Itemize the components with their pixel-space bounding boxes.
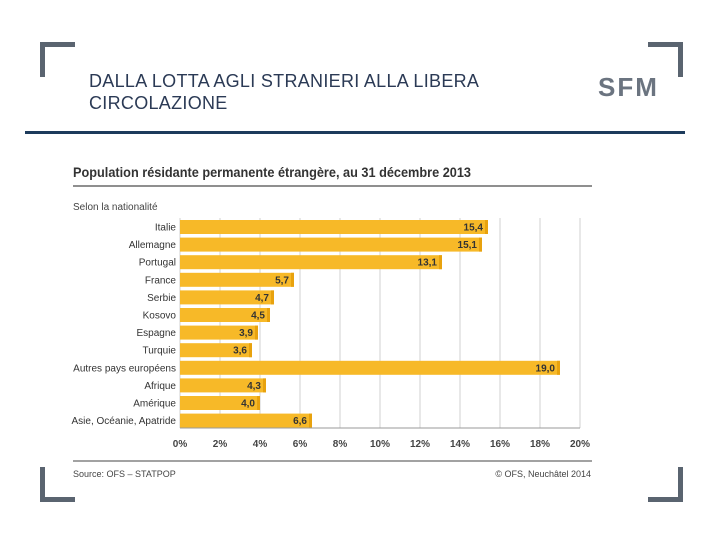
bar <box>180 272 294 287</box>
bar-end-cap <box>291 272 294 287</box>
frame-corner-top-left <box>40 42 75 77</box>
category-label: Turquie <box>142 346 176 357</box>
category-label: Kosovo <box>143 311 177 322</box>
bar-value-label: 4,3 <box>247 381 261 392</box>
bar-value-label: 15,1 <box>458 240 478 251</box>
bar-end-cap <box>309 413 312 428</box>
bar-value-label: 4,0 <box>241 399 255 410</box>
frame-corner-bottom-right <box>648 467 683 502</box>
x-tick-label: 4% <box>253 439 268 450</box>
x-tick-label: 8% <box>333 439 348 450</box>
category-label: Asie, Océanie, Apatride <box>71 416 176 427</box>
bar <box>180 255 442 270</box>
chart-source: Source: OFS – STATPOP <box>73 469 176 479</box>
bar-end-cap <box>255 325 258 340</box>
category-label: Portugal <box>139 258 176 269</box>
bar <box>180 360 560 375</box>
bar <box>180 308 270 322</box>
x-tick-label: 12% <box>410 439 430 450</box>
x-tick-label: 18% <box>530 439 550 450</box>
chart-copyright: © OFS, Neuchâtel 2014 <box>495 469 591 479</box>
bar <box>180 378 266 393</box>
bar-value-label: 15,4 <box>464 223 484 234</box>
sfm-logo: SFM <box>598 72 659 102</box>
x-tick-label: 20% <box>570 439 590 450</box>
bar-value-label: 3,9 <box>239 328 253 339</box>
bar <box>180 220 488 234</box>
category-label: Autres pays européens <box>73 363 176 374</box>
bar <box>180 396 260 410</box>
bar-end-cap <box>257 396 260 410</box>
bar-value-label: 3,6 <box>233 346 247 357</box>
bar-value-label: 13,1 <box>418 258 438 269</box>
bar-end-cap <box>267 308 270 322</box>
bar-end-cap <box>249 343 252 358</box>
x-tick-label: 10% <box>370 439 390 450</box>
bar-end-cap <box>557 360 560 375</box>
x-tick-label: 0% <box>173 439 188 450</box>
bar-value-label: 4,7 <box>255 293 269 304</box>
bar-value-label: 19,0 <box>536 363 556 374</box>
bar-value-label: 4,5 <box>251 311 265 322</box>
chart-subtitle: Selon la nationalité <box>73 202 158 213</box>
category-label: Allemagne <box>129 240 177 251</box>
category-label: Afrique <box>144 381 176 392</box>
x-tick-label: 14% <box>450 439 470 450</box>
bar <box>180 343 252 358</box>
slide-title: DALLA LOTTA AGLI STRANIERI ALLA LIBERA C… <box>89 71 479 113</box>
bar <box>180 290 274 305</box>
category-label: Amérique <box>133 399 176 410</box>
x-tick-label: 2% <box>213 439 228 450</box>
title-divider <box>25 131 685 134</box>
category-label: Serbie <box>147 293 176 304</box>
bar <box>180 325 258 340</box>
bar-end-cap <box>271 290 274 305</box>
chart-title: Population résidante permanente étrangèr… <box>73 164 471 180</box>
category-label: France <box>145 275 177 286</box>
x-tick-label: 6% <box>293 439 308 450</box>
bar-end-cap <box>263 378 266 393</box>
frame-corner-bottom-left <box>40 467 75 502</box>
bar-value-label: 5,7 <box>275 275 289 286</box>
frame-corner-top-right <box>648 42 683 77</box>
category-label: Italie <box>155 223 177 234</box>
bar-end-cap <box>485 220 488 234</box>
bar-end-cap <box>439 255 442 270</box>
category-label: Espagne <box>137 328 177 339</box>
bar-value-label: 6,6 <box>293 416 307 427</box>
bar <box>180 413 312 428</box>
x-tick-label: 16% <box>490 439 510 450</box>
bar <box>180 237 482 252</box>
bar-end-cap <box>479 237 482 252</box>
